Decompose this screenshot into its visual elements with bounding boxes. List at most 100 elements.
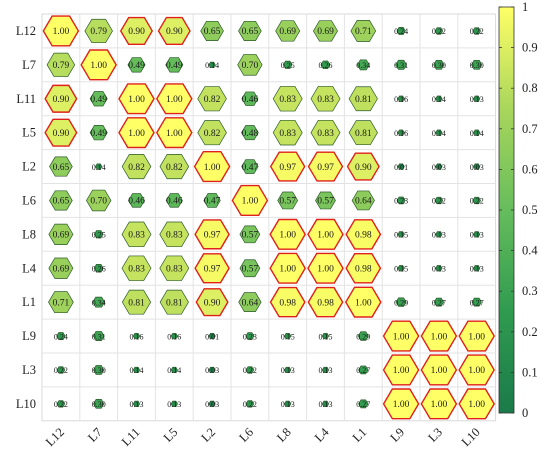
heatmap-cell: 0.22 xyxy=(470,197,484,206)
heatmap-cell: 0.70 xyxy=(237,54,263,76)
heatmap-cell: 0.98 xyxy=(345,219,382,250)
colorbar-tick-label: 0.2 xyxy=(522,325,538,339)
heatmap-cell: 0.22 xyxy=(54,366,68,375)
heatmap-cell: 0.14 xyxy=(130,366,144,375)
cell-value-label: 0.31 xyxy=(394,61,408,70)
cell-value-label: 0.49 xyxy=(90,95,107,105)
heatmap-cell: 0.01 xyxy=(205,332,219,341)
cell-hexagon xyxy=(473,129,481,136)
cell-value-label: 0.13 xyxy=(432,264,446,273)
x-tick-labels: L12 L7 L11 L5 L2 L6 L8 L4 L1 L9 L3 L10 xyxy=(43,424,483,449)
cell-hexagon xyxy=(170,400,178,407)
cell-hexagon xyxy=(197,120,227,146)
x-tick-label: L6 xyxy=(236,425,256,445)
cell-hexagon xyxy=(165,193,183,208)
heatmap-cell: 1.00 xyxy=(344,286,382,318)
cell-value-label: 0.46 xyxy=(242,95,259,105)
heatmap-cell: 0.31 xyxy=(92,331,106,341)
x-tick-label: L5 xyxy=(161,425,181,445)
cell-value-label: 0.13 xyxy=(281,400,295,409)
heatmap-cell: 0.13 xyxy=(281,366,295,375)
heatmap-cell: 0.83 xyxy=(159,255,190,281)
cell-value-label: 0.79 xyxy=(90,27,107,37)
cell-value-label: 1.00 xyxy=(468,400,485,410)
heatmap-cell: 1.00 xyxy=(231,184,269,217)
cell-value-label: 1.00 xyxy=(166,129,183,139)
cell-value-label: 0.65 xyxy=(53,163,70,173)
cell-value-label: 0.97 xyxy=(317,163,334,173)
heatmap-cell: 0.82 xyxy=(197,86,227,112)
heatmap-cell: 0.27 xyxy=(356,399,370,409)
cell-hexagon xyxy=(155,83,193,115)
cell-value-label: 0.57 xyxy=(279,197,296,207)
cell-hexagon xyxy=(382,354,420,386)
cell-hexagon xyxy=(284,400,292,407)
cell-value-label: 0.64 xyxy=(242,298,259,308)
cell-hexagon xyxy=(238,20,262,41)
cell-hexagon xyxy=(272,119,303,146)
cell-value-label: 0.83 xyxy=(317,129,334,139)
cell-value-label: 0.29 xyxy=(356,332,370,341)
cell-hexagon xyxy=(395,297,407,307)
cell-value-label: 0.15 xyxy=(394,264,408,273)
heatmap-cell: 1.00 xyxy=(269,252,307,284)
heatmap-cell: 1.00 xyxy=(420,320,458,352)
heatmap-cell: 0.49 xyxy=(89,91,108,107)
cell-hexagon xyxy=(357,331,369,341)
cell-hexagon xyxy=(155,117,193,149)
cell-value-label: 1.00 xyxy=(468,366,485,376)
heatmap-cell: 0.98 xyxy=(269,286,306,318)
heatmap-cell: 0.97 xyxy=(194,253,230,284)
heatmap-cell: 0.31 xyxy=(394,59,408,70)
cell-value-label: 0.27 xyxy=(356,366,370,375)
cell-value-label: 0.69 xyxy=(53,264,70,274)
cell-value-label: 1.00 xyxy=(393,400,410,410)
heatmap-cell: 0.82 xyxy=(121,154,152,180)
cell-hexagon xyxy=(128,193,145,208)
heatmap-cell: 0.14 xyxy=(92,163,106,172)
cell-hexagon xyxy=(458,354,496,386)
cell-hexagon xyxy=(269,252,307,284)
colorbar-tick-label: 0.5 xyxy=(522,203,538,217)
cell-hexagon xyxy=(48,223,74,245)
cell-value-label: 0.03 xyxy=(432,163,446,172)
heatmap-cell: 0.13 xyxy=(281,400,295,409)
cell-hexagon xyxy=(93,399,105,409)
heatmap-cell: 0.83 xyxy=(121,255,152,281)
heatmap-cell: 0.22 xyxy=(243,366,257,375)
cell-hexagon xyxy=(56,400,66,408)
cell-value-label: 0.27 xyxy=(432,298,446,307)
heatmap-cell: 1.00 xyxy=(193,150,231,183)
cell-hexagon xyxy=(170,332,178,340)
cell-value-label: 0.15 xyxy=(319,332,333,341)
cell-hexagon xyxy=(48,291,74,314)
heatmap-cell: 0.15 xyxy=(394,264,408,273)
cell-hexagon xyxy=(358,365,369,375)
cell-value-label: 1.00 xyxy=(279,231,296,241)
cell-hexagon xyxy=(119,16,154,46)
cell-value-label: 0.22 xyxy=(54,400,68,409)
heatmap-cell: 0.23 xyxy=(394,197,408,206)
cell-hexagon xyxy=(193,150,231,183)
cell-hexagon xyxy=(435,95,443,102)
colorbar-tick-label: 0.7 xyxy=(522,122,538,136)
cell-value-label: 0.22 xyxy=(432,27,446,36)
cell-hexagon xyxy=(121,154,152,180)
x-tick-label: L7 xyxy=(85,425,105,445)
heatmap-cell: 0.46 xyxy=(241,91,259,106)
cell-value-label: 0.98 xyxy=(355,231,372,241)
heatmap-cell: 0.90 xyxy=(119,16,154,46)
cell-value-label: 0.69 xyxy=(53,231,70,241)
cell-hexagon xyxy=(208,332,216,340)
cell-value-label: 1.00 xyxy=(204,163,221,173)
heatmap-cell: 0.13 xyxy=(432,264,446,273)
cell-value-label: 0.57 xyxy=(242,231,259,241)
heatmap-cell: 0.57 xyxy=(315,191,336,210)
cell-value-label: 1.00 xyxy=(355,298,372,308)
heatmap-cell: 0.82 xyxy=(197,120,227,146)
cell-value-label: 0.70 xyxy=(242,61,259,71)
heatmap-cell: 0.27 xyxy=(356,365,370,375)
cell-hexagon xyxy=(434,196,444,205)
cell-hexagon xyxy=(203,193,221,208)
heatmap-cell: 0.13 xyxy=(167,400,181,409)
